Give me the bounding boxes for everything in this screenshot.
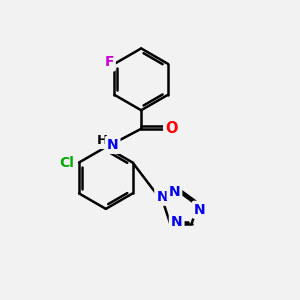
Text: N: N xyxy=(171,215,182,229)
Text: N: N xyxy=(194,203,206,217)
Text: O: O xyxy=(165,121,178,136)
Text: F: F xyxy=(104,56,114,69)
Text: H: H xyxy=(96,134,108,147)
Text: Cl: Cl xyxy=(59,155,74,170)
Text: N: N xyxy=(156,190,168,204)
Text: N: N xyxy=(107,138,118,152)
Text: N: N xyxy=(169,185,180,199)
